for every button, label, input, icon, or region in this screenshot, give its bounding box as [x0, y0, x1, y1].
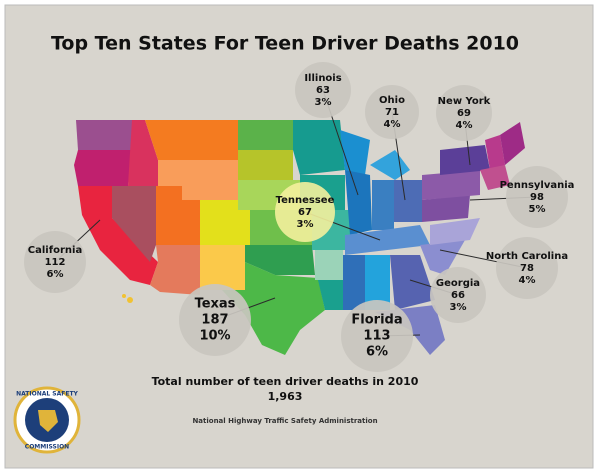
bubble: [179, 284, 251, 356]
state-shape: [420, 240, 465, 275]
seal: NATIONAL SAFETY COMMISSION: [13, 386, 81, 454]
bubble: [365, 85, 419, 139]
total-value: 1,963: [268, 390, 303, 403]
state-shape: [343, 255, 365, 310]
state-name: Ohio: [379, 95, 405, 106]
state-shape: [74, 150, 132, 186]
state-deaths: 113: [363, 329, 390, 344]
state-name: Pennsylvania: [500, 180, 575, 191]
state-name: New York: [438, 96, 491, 107]
state-name: California: [28, 245, 82, 256]
bubble: [430, 267, 486, 323]
state-deaths: 67: [298, 207, 312, 218]
state-shape: [430, 218, 480, 245]
state-shape: [78, 186, 158, 285]
state-shape: [238, 120, 293, 150]
seal-bottom: COMMISSION: [25, 444, 69, 451]
state-shape: [422, 170, 480, 200]
state-shape: [390, 255, 435, 310]
bubble: [506, 166, 568, 228]
bubble: [496, 237, 558, 299]
state-deaths: 63: [316, 85, 330, 96]
state-share: 3%: [450, 302, 467, 313]
state-shape: [156, 186, 200, 245]
state-shape: [372, 180, 394, 230]
state-name: Florida: [351, 313, 402, 328]
state-shape: [500, 122, 525, 165]
island: [122, 294, 126, 298]
state-shape: [128, 120, 158, 186]
state-shape: [345, 170, 372, 235]
state-share: 5%: [529, 204, 546, 215]
state-shape: [150, 245, 200, 295]
state-share: 6%: [366, 345, 388, 360]
state-share: 4%: [519, 275, 536, 286]
bubble: [436, 85, 492, 141]
state-deaths: 112: [45, 257, 66, 268]
state-deaths: 71: [385, 107, 399, 118]
state-shape: [145, 120, 238, 160]
state-shape: [245, 245, 315, 275]
state-name: Illinois: [304, 73, 341, 84]
state-deaths: 78: [520, 263, 534, 274]
title: Top Ten States For Teen Driver Deaths 20…: [51, 33, 519, 55]
state-shape: [485, 135, 505, 170]
state-shape: [200, 245, 245, 290]
state-share: 3%: [315, 97, 332, 108]
state-shape: [318, 280, 350, 310]
bubble: [295, 62, 351, 118]
state-name: Texas: [195, 297, 236, 312]
state-shape: [480, 165, 510, 190]
state-deaths: 187: [201, 313, 228, 328]
bubble: [341, 300, 413, 372]
state-shape: [293, 120, 345, 175]
state-shape: [394, 180, 422, 222]
state-name: North Carolina: [486, 251, 568, 262]
state-shape: [422, 195, 470, 222]
state-share: 6%: [47, 269, 64, 280]
state-name: Tennessee: [276, 195, 335, 206]
seal-map: [38, 410, 58, 432]
source: National Highway Traffic Safety Administ…: [192, 417, 377, 425]
total-label: Total number of teen driver deaths in 20…: [152, 375, 419, 388]
state-deaths: 66: [451, 290, 465, 301]
state-deaths: 69: [457, 108, 471, 119]
island: [127, 297, 133, 303]
state-shape: [440, 145, 490, 175]
state-deaths: 98: [530, 192, 544, 203]
state-shape: [76, 120, 132, 150]
state-shape: [315, 250, 343, 280]
bubble: [24, 231, 86, 293]
state-shape: [238, 150, 293, 180]
state-shape: [222, 262, 325, 355]
state-shape: [158, 160, 238, 200]
state-shape: [370, 150, 410, 180]
seal-top: NATIONAL SAFETY: [16, 391, 78, 398]
state-share: 10%: [199, 329, 230, 344]
bubble: [275, 182, 335, 242]
state-shape: [112, 186, 156, 262]
state-shape: [345, 225, 430, 255]
state-share: 3%: [297, 219, 314, 230]
state-share: 4%: [456, 120, 473, 131]
state-name: Georgia: [436, 278, 480, 289]
state-share: 4%: [384, 119, 401, 130]
